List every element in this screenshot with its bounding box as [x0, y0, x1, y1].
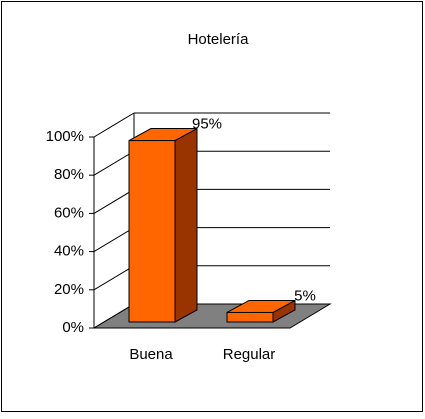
grid-line [93, 150, 135, 176]
bar-side [174, 127, 198, 323]
grid-line [93, 188, 135, 214]
grid-line [93, 227, 135, 253]
y-tick-label: 0% [62, 319, 84, 336]
y-tick-label: 60% [54, 204, 84, 221]
y-tick-label: 100% [46, 128, 84, 145]
bar [128, 140, 176, 323]
chart-border [1, 1, 423, 412]
grid-line [93, 265, 135, 291]
y-tick-label: 40% [54, 243, 84, 260]
grid-line [93, 303, 135, 329]
x-tick-label: Regular [223, 346, 276, 363]
grid-line [93, 112, 135, 138]
y-tick-label: 20% [54, 281, 84, 298]
value-label: 95% [192, 116, 222, 133]
value-label: 5% [294, 287, 316, 304]
x-tick-label: Buena [129, 346, 173, 363]
y-tick-label: 80% [54, 166, 84, 183]
bar [226, 311, 274, 323]
chart-title: Hotelería [188, 31, 250, 48]
